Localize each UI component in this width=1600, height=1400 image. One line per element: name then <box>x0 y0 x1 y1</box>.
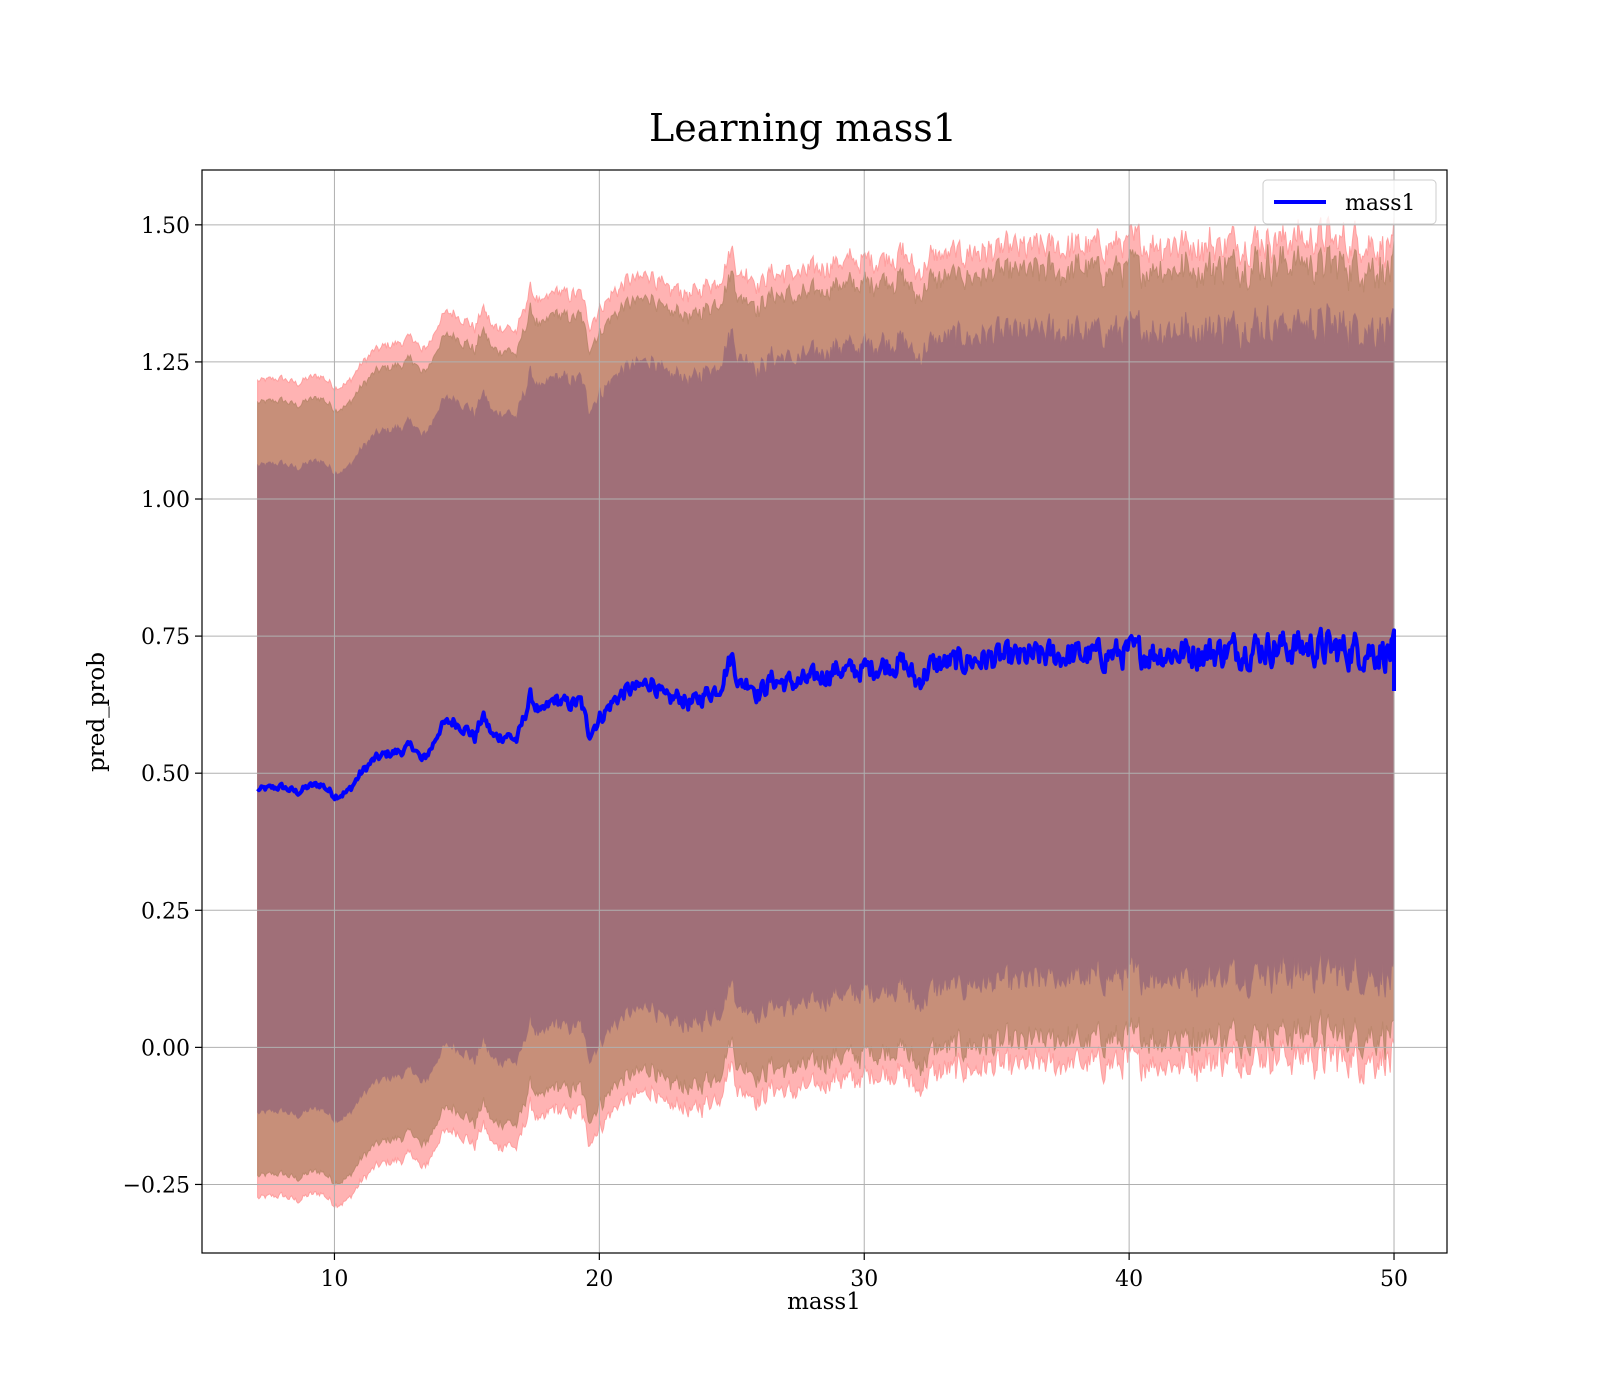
x-tick-label-0: 10 <box>320 1267 348 1292</box>
series-lines <box>256 626 1397 802</box>
y-tick-label-7: 1.50 <box>141 214 190 239</box>
x-tick-label-1: 20 <box>585 1267 613 1292</box>
y-tick-label-1: 0.00 <box>141 1036 190 1061</box>
series-line-mass1 <box>256 626 1397 802</box>
confidence-bands <box>257 215 1395 1209</box>
plot-area <box>202 170 1447 1253</box>
legend[interactable]: mass1 <box>1262 179 1437 225</box>
y-axis: −0.25 0.00 0.25 0.50 0.75 1.00 1.25 1.50 <box>123 214 202 1198</box>
y-tick-label-4: 0.75 <box>141 625 190 650</box>
y-tick-label-2: 0.25 <box>141 899 190 924</box>
x-tick-label-3: 40 <box>1115 1267 1143 1292</box>
legend-box <box>1262 179 1437 225</box>
legend-label-mass1: mass1 <box>1345 191 1416 216</box>
y-tick-label-0: −0.25 <box>123 1173 190 1198</box>
x-axis-title: mass1 <box>787 1289 861 1315</box>
y-axis-title: pred_prob <box>84 652 110 772</box>
chart-title: Learning mass1 <box>649 106 957 150</box>
y-tick-label-5: 1.00 <box>141 488 190 513</box>
y-tick-label-3: 0.50 <box>141 762 190 787</box>
x-tick-label-4: 50 <box>1380 1267 1408 1292</box>
plot-frame <box>201 169 1448 1254</box>
x-axis: 10 20 30 40 50 <box>320 1253 1408 1292</box>
y-tick-label-6: 1.25 <box>141 351 190 376</box>
x-tick-label-2: 30 <box>850 1267 878 1292</box>
